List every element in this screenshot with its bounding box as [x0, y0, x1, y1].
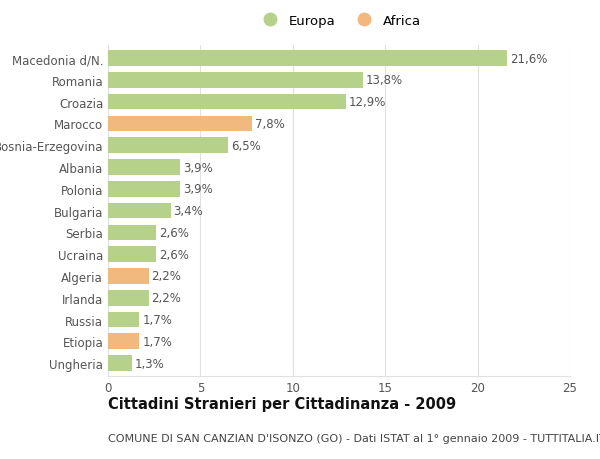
- Text: 2,6%: 2,6%: [159, 226, 188, 239]
- Bar: [108, 51, 507, 67]
- Legend: Europa, Africa: Europa, Africa: [252, 10, 426, 33]
- Bar: [108, 95, 346, 110]
- Text: 13,8%: 13,8%: [366, 74, 403, 87]
- Bar: [108, 116, 252, 132]
- Text: 6,5%: 6,5%: [231, 140, 260, 152]
- Text: Cittadini Stranieri per Cittadinanza - 2009: Cittadini Stranieri per Cittadinanza - 2…: [108, 397, 456, 412]
- Bar: [108, 247, 156, 263]
- Text: 1,3%: 1,3%: [135, 357, 164, 370]
- Text: 7,8%: 7,8%: [255, 118, 284, 131]
- Text: COMUNE DI SAN CANZIAN D'ISONZO (GO) - Dati ISTAT al 1° gennaio 2009 - TUTTITALIA: COMUNE DI SAN CANZIAN D'ISONZO (GO) - Da…: [108, 433, 600, 442]
- Text: 1,7%: 1,7%: [142, 335, 172, 348]
- Text: 3,9%: 3,9%: [183, 183, 212, 196]
- Text: 2,6%: 2,6%: [159, 248, 188, 261]
- Text: 21,6%: 21,6%: [510, 52, 547, 66]
- Bar: [108, 73, 363, 89]
- Text: 2,2%: 2,2%: [151, 291, 181, 305]
- Bar: [108, 269, 149, 284]
- Bar: [108, 225, 156, 241]
- Bar: [108, 290, 149, 306]
- Bar: [108, 182, 180, 197]
- Bar: [108, 203, 171, 219]
- Text: 3,4%: 3,4%: [173, 205, 203, 218]
- Text: 1,7%: 1,7%: [142, 313, 172, 326]
- Bar: [108, 312, 139, 328]
- Bar: [108, 356, 132, 371]
- Text: 2,2%: 2,2%: [151, 270, 181, 283]
- Bar: [108, 334, 139, 349]
- Text: 12,9%: 12,9%: [349, 96, 386, 109]
- Text: 3,9%: 3,9%: [183, 161, 212, 174]
- Bar: [108, 138, 228, 154]
- Bar: [108, 160, 180, 175]
